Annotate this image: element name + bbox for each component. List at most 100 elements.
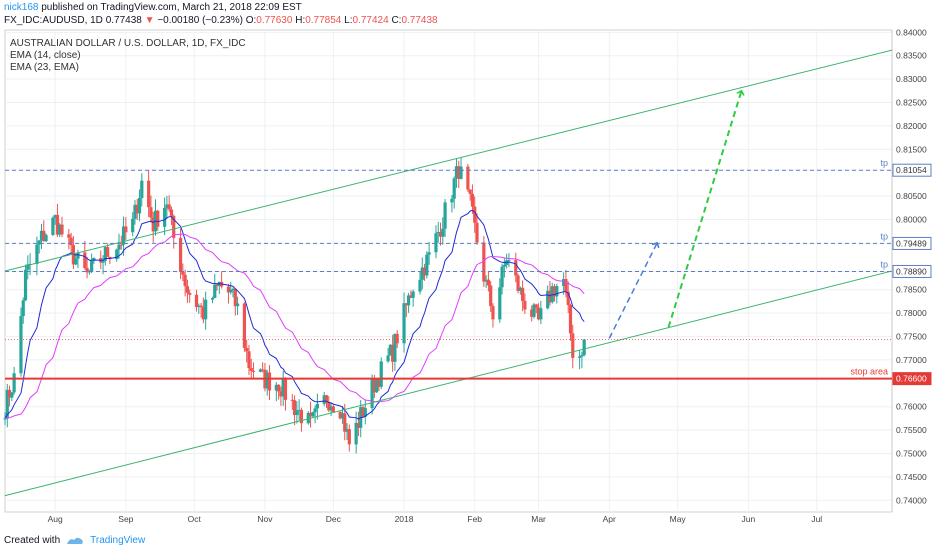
x-tick-label: Apr — [603, 514, 616, 524]
candle-body — [502, 264, 506, 267]
candle-body — [5, 389, 9, 419]
candle-body — [372, 379, 376, 393]
candle-body — [343, 413, 347, 432]
x-tick-label: Dec — [326, 514, 342, 524]
y-tick-label: 0.78500 — [896, 285, 927, 295]
tradingview-brand[interactable]: TradingView — [90, 535, 146, 546]
candle-body — [386, 355, 390, 362]
candle-body — [165, 204, 169, 208]
candle-body — [454, 166, 459, 179]
y-tick-label: 0.77500 — [896, 332, 927, 342]
candle-body — [363, 408, 367, 417]
price-tag — [892, 163, 932, 177]
candle-body — [92, 258, 96, 261]
candle-body — [466, 166, 470, 190]
change-value: −0.00180 (−0.23%) — [157, 15, 243, 26]
candle-body — [552, 286, 557, 297]
open-value: 0.77630 — [256, 15, 293, 26]
ema14-line — [4, 209, 585, 420]
candle-body — [498, 287, 502, 320]
down-arrow-icon: ▼ — [144, 15, 155, 26]
author-link[interactable]: nick168 — [4, 2, 39, 13]
candle-body — [441, 228, 445, 237]
candle-body — [411, 291, 415, 298]
chart-legend: AUSTRALIAN DOLLAR / U.S. DOLLAR, 1D, FX_… — [10, 38, 246, 74]
candle-body — [37, 240, 41, 245]
candle-body — [42, 230, 46, 242]
candle-body — [514, 260, 518, 276]
candle-body — [395, 333, 399, 344]
candle-body — [121, 226, 126, 245]
candle-body — [329, 406, 333, 411]
candle-body — [507, 260, 511, 262]
candle-body — [578, 356, 582, 358]
candle-body — [156, 210, 160, 227]
publish-info: nick168 published on TradingView.com, Ma… — [4, 2, 302, 13]
candle-body — [491, 306, 495, 320]
close-label: C: — [391, 15, 402, 26]
candle-body — [420, 267, 424, 280]
candle-body — [546, 290, 550, 309]
ema23-line — [4, 233, 585, 419]
x-tick-label: Feb — [467, 514, 482, 524]
candle-body — [60, 224, 64, 235]
candle-body — [436, 232, 440, 234]
price-value: 0.77438 — [105, 15, 142, 26]
legend-ema14[interactable]: EMA (14, close) — [10, 50, 81, 61]
y-tick-label: 0.75500 — [896, 425, 927, 435]
candle-body — [391, 344, 395, 362]
candle-body — [482, 242, 486, 282]
candle-body — [324, 395, 329, 403]
candle-body — [548, 290, 552, 303]
candle-body — [283, 378, 288, 400]
candle-body — [197, 305, 201, 308]
candle-body — [299, 409, 304, 424]
candle-body — [290, 399, 294, 401]
candle-body — [379, 361, 383, 387]
candle-body — [555, 286, 559, 297]
candle-body — [406, 295, 411, 306]
legend-ema23[interactable]: EMA (23, EMA) — [10, 62, 79, 73]
y-tick-label: 0.83000 — [896, 74, 927, 84]
candle-body — [108, 256, 112, 260]
candle-body — [204, 299, 208, 320]
candle-body — [468, 189, 472, 194]
candle-body — [131, 218, 135, 233]
candle-body — [500, 266, 504, 288]
candle-body — [568, 305, 573, 334]
candle-body — [404, 303, 408, 306]
candle-body — [7, 389, 12, 398]
candle-body — [281, 378, 285, 397]
symbol-label: FX_IDC:AUDUSD, 1D — [4, 15, 103, 26]
y-tick-label: 0.76000 — [896, 402, 927, 412]
y-tick-label: 0.74000 — [896, 495, 927, 505]
candle-body — [340, 413, 345, 419]
low-value: 0.77424 — [352, 15, 389, 26]
candle-body — [51, 217, 55, 235]
candles — [3, 156, 586, 454]
candle-body — [277, 384, 281, 392]
candle-body — [147, 180, 151, 208]
candle-body — [3, 418, 7, 420]
candle-body — [377, 379, 381, 387]
candle-body — [518, 287, 522, 291]
candle-body — [530, 309, 534, 317]
candle-body — [44, 234, 48, 242]
candle-body — [427, 252, 431, 255]
candle-body — [354, 422, 358, 445]
candle-body — [562, 279, 566, 287]
candle-body — [233, 288, 237, 307]
tp-label: tp — [880, 231, 888, 241]
candle-body — [10, 392, 14, 398]
candle-body — [210, 298, 215, 300]
x-tick-label: Mar — [531, 514, 546, 524]
candle-body — [53, 214, 57, 218]
candle-body — [315, 403, 319, 409]
candle-body — [322, 395, 326, 404]
candle-body — [245, 347, 249, 352]
channel-lower-line — [4, 270, 893, 497]
candle-body — [521, 287, 525, 301]
candle-body — [69, 237, 73, 246]
candle-body — [265, 372, 269, 389]
